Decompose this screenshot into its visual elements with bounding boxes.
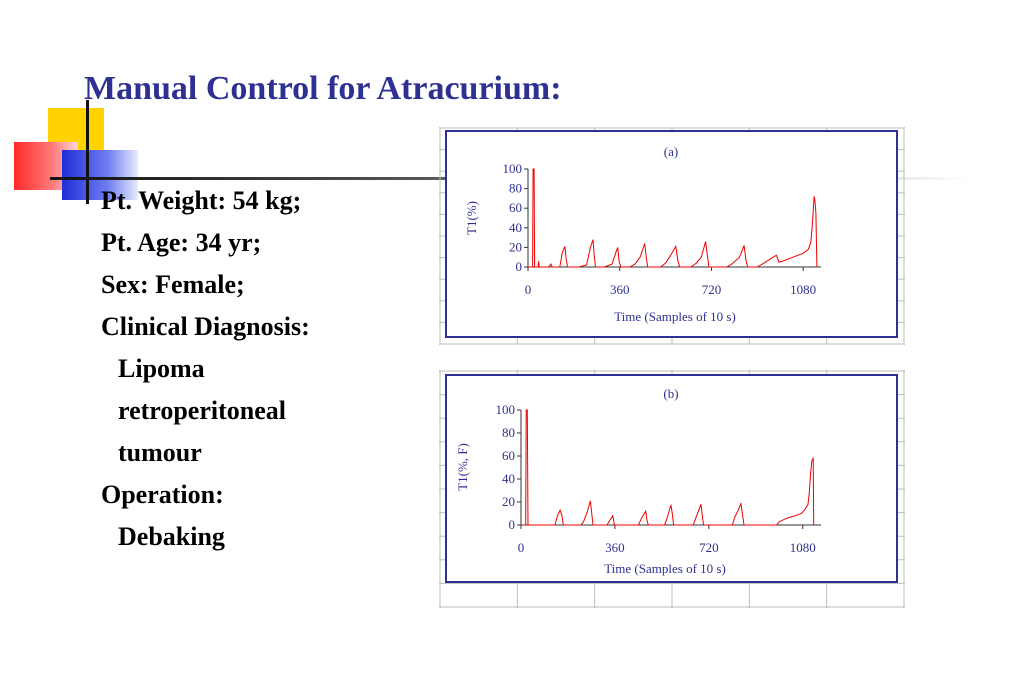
chart-b-ytick-label: 60 xyxy=(502,448,515,463)
chart-a-frame xyxy=(445,130,898,338)
chart-a-svg: (a) 0 20 40 60 80 100 0 360 720 1080 T1(%) Time … xyxy=(439,127,905,345)
chart-b-xtick-label: 0 xyxy=(518,540,525,555)
info-line-diagnosis-3: tumour xyxy=(118,438,202,467)
chart-b-title: (b) xyxy=(663,386,678,401)
chart-b-series-line xyxy=(521,409,815,526)
chart-b-svg: (b) 0 20 40 60 80 100 0 360 720 1080 T1(%, F) Ti… xyxy=(439,370,905,608)
info-line-sex: Sex: Female; xyxy=(101,270,245,299)
chart-a-xtick-label: 720 xyxy=(702,282,722,297)
chart-b-xtick-label: 720 xyxy=(699,540,719,555)
chart-b-ytick-label: 20 xyxy=(502,494,515,509)
chart-a-ylabel: T1(%) xyxy=(464,201,479,235)
info-line-diagnosis-2: retroperitoneal xyxy=(118,396,286,425)
chart-b-ytick-label: 80 xyxy=(502,425,515,440)
chart-panel-b: (b) 0 20 40 60 80 100 0 360 720 1080 T1(%, F) Ti… xyxy=(439,370,905,608)
info-line-diagnosis-1: Lipoma xyxy=(118,354,205,383)
chart-a-xtick-label: 360 xyxy=(610,282,630,297)
chart-b-xtick-label: 1080 xyxy=(790,540,816,555)
info-line-operation: Debaking xyxy=(118,522,225,551)
chart-a-xtick-label: 1080 xyxy=(790,282,816,297)
chart-panel-a: (a) 0 20 40 60 80 100 0 360 720 1080 T1(%) Time … xyxy=(439,127,905,345)
chart-a-ytick-label: 60 xyxy=(509,200,522,215)
chart-a-ytick-label: 40 xyxy=(509,220,522,235)
chart-b-ylabel: T1(%, F) xyxy=(455,443,470,491)
chart-a-xtick-label: 0 xyxy=(525,282,532,297)
chart-a-ytick-label: 20 xyxy=(509,239,522,254)
info-line-diagnosis-label: Clinical Diagnosis: xyxy=(101,312,310,341)
info-line-operation-label: Operation: xyxy=(101,480,224,509)
slide-title: Manual Control for Atracurium: xyxy=(84,70,562,107)
chart-a-ytick-label: 80 xyxy=(509,181,522,196)
chart-b-ytick-label: 40 xyxy=(502,471,515,486)
decorative-blue-bar xyxy=(62,150,138,200)
chart-b-xtick-label: 360 xyxy=(605,540,625,555)
info-line-weight: Pt. Weight: 54 kg; xyxy=(101,186,302,215)
chart-a-ytick-label: 100 xyxy=(503,161,523,176)
chart-a-ytick-label: 0 xyxy=(516,259,523,274)
chart-a-title: (a) xyxy=(664,144,678,159)
chart-b-ytick-label: 100 xyxy=(496,402,516,417)
patient-info: Pt. Weight: 54 kg; Pt. Age: 34 yr; Sex: … xyxy=(101,180,310,558)
chart-a-series-line xyxy=(528,168,818,268)
chart-b-xlabel: Time (Samples of 10 s) xyxy=(604,561,726,576)
chart-b-ytick-label: 0 xyxy=(509,517,516,532)
chart-a-xlabel: Time (Samples of 10 s) xyxy=(614,309,736,324)
info-line-age: Pt. Age: 34 yr; xyxy=(101,228,262,257)
decorative-vertical-line xyxy=(86,100,89,204)
